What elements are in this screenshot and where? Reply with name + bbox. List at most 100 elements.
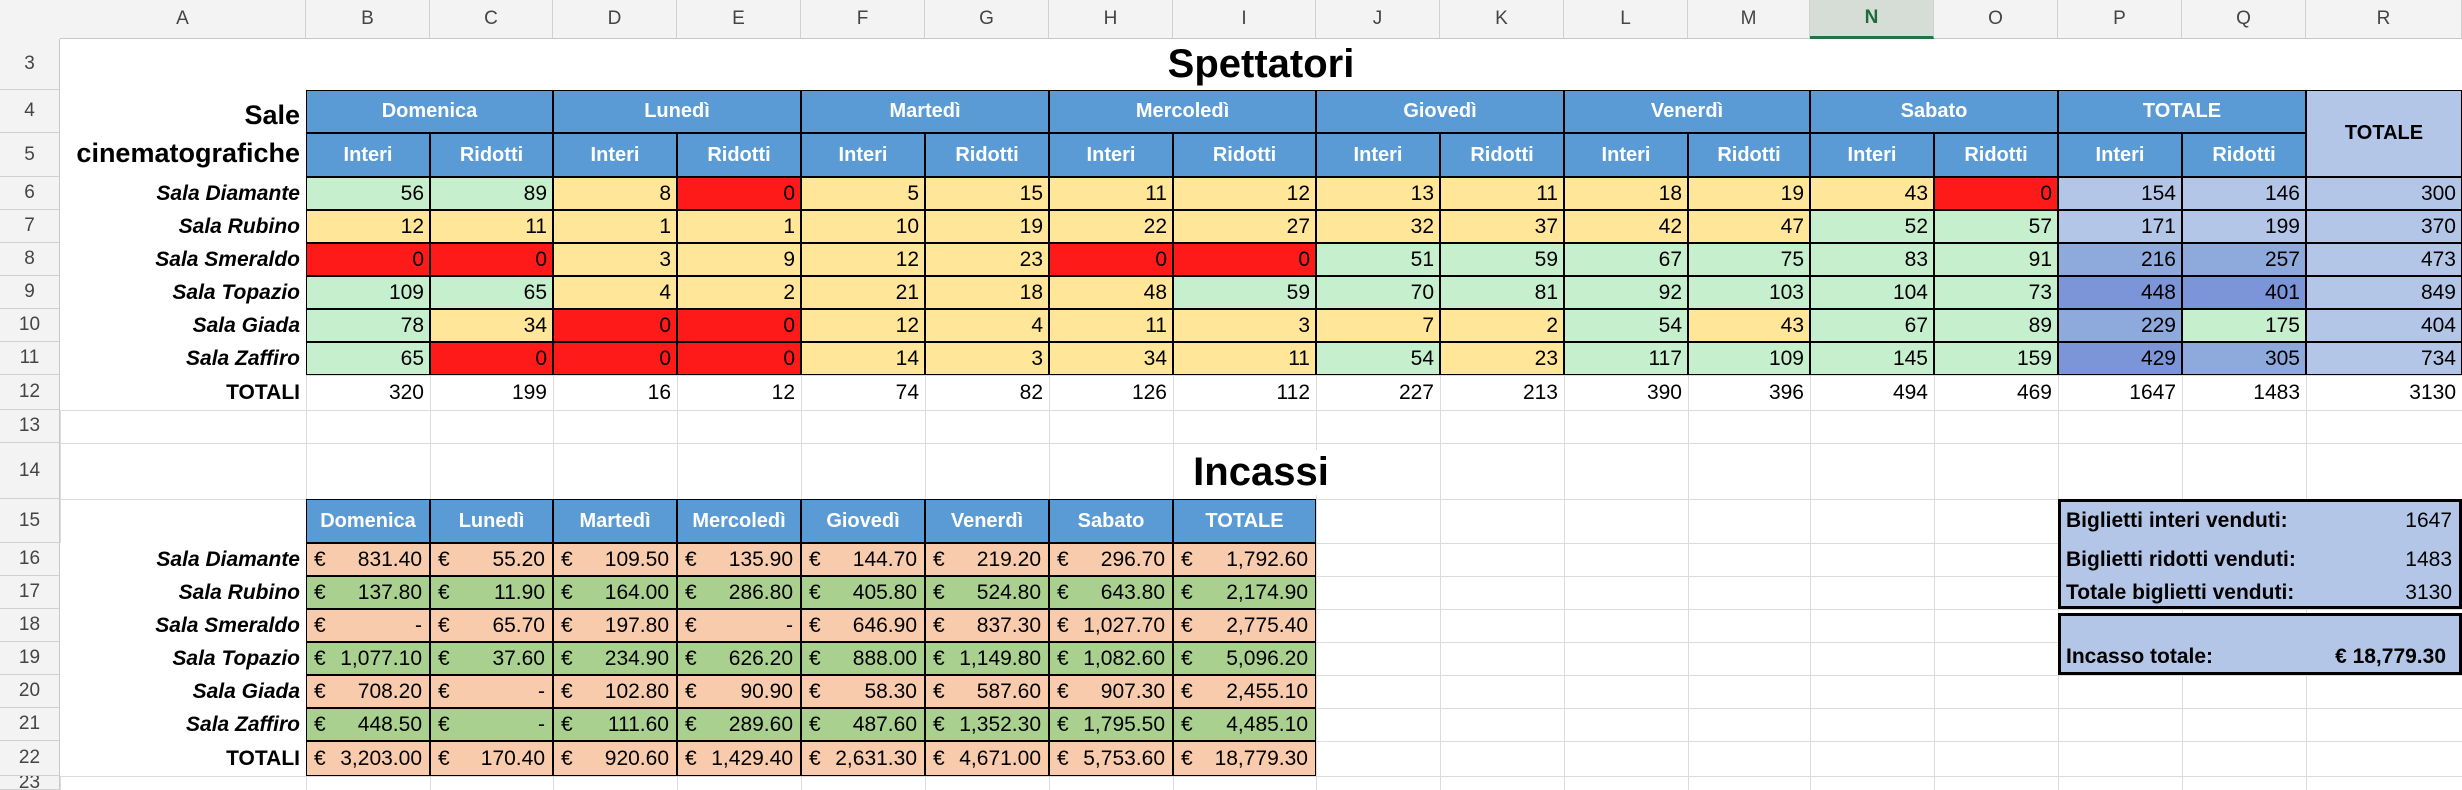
- currency: €: [561, 547, 573, 571]
- currency: €: [438, 746, 450, 770]
- money-cell: €102.80: [553, 675, 677, 708]
- amount: 920.60: [604, 746, 669, 770]
- column-title: Sabato: [1049, 499, 1173, 543]
- currency: €: [438, 679, 450, 703]
- currency: €: [685, 580, 697, 604]
- grid-line: [1934, 0, 1935, 790]
- amount: 170.40: [480, 746, 545, 770]
- money-cell: €907.30: [1049, 675, 1173, 708]
- money-cell: €708.20: [306, 675, 430, 708]
- money-cell: €286.80: [677, 576, 801, 609]
- amount: 5,096.20: [1226, 646, 1308, 670]
- value-cell: 109: [1688, 342, 1810, 375]
- value-cell: 19: [1688, 177, 1810, 210]
- amount: 11.90: [494, 580, 545, 604]
- column-header: Q: [2182, 0, 2306, 39]
- currency: €: [1181, 580, 1193, 604]
- row-header: 4: [0, 90, 60, 133]
- money-cell: €5,753.60: [1049, 741, 1173, 776]
- currency: €: [561, 712, 573, 736]
- currency: €: [685, 679, 697, 703]
- value-cell: 3: [553, 243, 677, 276]
- row-header: 10: [0, 309, 60, 342]
- column-title: Lunedì: [430, 499, 553, 543]
- currency: €: [561, 613, 573, 637]
- money-cell: €626.20: [677, 642, 801, 675]
- amount: 135.90: [728, 547, 793, 571]
- money-cell: €65.70: [430, 609, 553, 642]
- value-cell: 0: [1173, 243, 1316, 276]
- money-cell: €111.60: [553, 708, 677, 741]
- amount: 296.70: [1100, 547, 1165, 571]
- value-cell: 48: [1049, 276, 1173, 309]
- amount: 219.20: [976, 547, 1041, 571]
- column-header: G: [925, 0, 1049, 39]
- amount: -: [786, 613, 793, 637]
- sub-header: Interi: [1316, 133, 1440, 177]
- money-cell: €2,775.40: [1173, 609, 1316, 642]
- value-cell: 171: [2058, 210, 2182, 243]
- sub-header: Interi: [1564, 133, 1688, 177]
- value-cell: 0: [306, 243, 430, 276]
- table-title: Incassi: [60, 443, 2462, 499]
- grid-line: [553, 0, 554, 790]
- value-cell: 37: [1440, 210, 1564, 243]
- column-header: C: [430, 0, 553, 39]
- column-header: A: [60, 0, 306, 39]
- amount: 2,775.40: [1226, 613, 1308, 637]
- value-cell: 89: [430, 177, 553, 210]
- value-cell: 15: [925, 177, 1049, 210]
- grid-line: [2306, 0, 2307, 790]
- money-cell: €197.80: [553, 609, 677, 642]
- money-cell: €90.90: [677, 675, 801, 708]
- value-cell: 401: [2182, 276, 2306, 309]
- currency: €: [809, 746, 821, 770]
- amount: 708.20: [357, 679, 422, 703]
- amount: 111.60: [607, 712, 669, 736]
- currency: €: [1181, 646, 1193, 670]
- row-header: 11: [0, 342, 60, 375]
- money-cell: €405.80: [801, 576, 925, 609]
- currency: €: [314, 712, 326, 736]
- amount: 831.40: [357, 547, 422, 571]
- value-cell: 67: [1564, 243, 1688, 276]
- value-cell: 65: [430, 276, 553, 309]
- total-cell: 370: [2306, 210, 2462, 243]
- summary-value: 1647: [2405, 509, 2452, 532]
- amount: 888.00: [852, 646, 917, 670]
- currency: €: [809, 613, 821, 637]
- value-cell: 56: [306, 177, 430, 210]
- money-cell: € -: [306, 609, 430, 642]
- money-cell: €587.60: [925, 675, 1049, 708]
- currency: €: [314, 646, 326, 670]
- value-cell: 19: [925, 210, 1049, 243]
- grid-line: [925, 0, 926, 790]
- money-cell: €1,077.10: [306, 642, 430, 675]
- value-cell: 154: [2058, 177, 2182, 210]
- money-cell: €37.60: [430, 642, 553, 675]
- value-cell: 51: [1316, 243, 1440, 276]
- currency: €: [933, 646, 945, 670]
- currency: €: [314, 613, 326, 637]
- currency: €: [438, 547, 450, 571]
- column-title: Mercoledì: [677, 499, 801, 543]
- amount: 37.60: [492, 646, 545, 670]
- money-cell: €646.90: [801, 609, 925, 642]
- money-cell: €2,455.10: [1173, 675, 1316, 708]
- value-cell: 1: [553, 210, 677, 243]
- money-cell: €135.90: [677, 543, 801, 576]
- currency: €: [809, 712, 821, 736]
- value-cell: 78: [306, 309, 430, 342]
- value-cell: 12: [1173, 177, 1316, 210]
- money-cell: € -: [430, 675, 553, 708]
- value-cell: 7: [1316, 309, 1440, 342]
- row-header: 13: [0, 410, 60, 443]
- amount: 164.00: [604, 580, 669, 604]
- value-cell: 0: [677, 177, 801, 210]
- currency: €: [933, 547, 945, 571]
- money-cell: €1,429.40: [677, 741, 801, 776]
- value-cell: 3: [925, 342, 1049, 375]
- sub-header: Ridotti: [2182, 133, 2306, 177]
- column-title: Martedì: [553, 499, 677, 543]
- money-cell: €920.60: [553, 741, 677, 776]
